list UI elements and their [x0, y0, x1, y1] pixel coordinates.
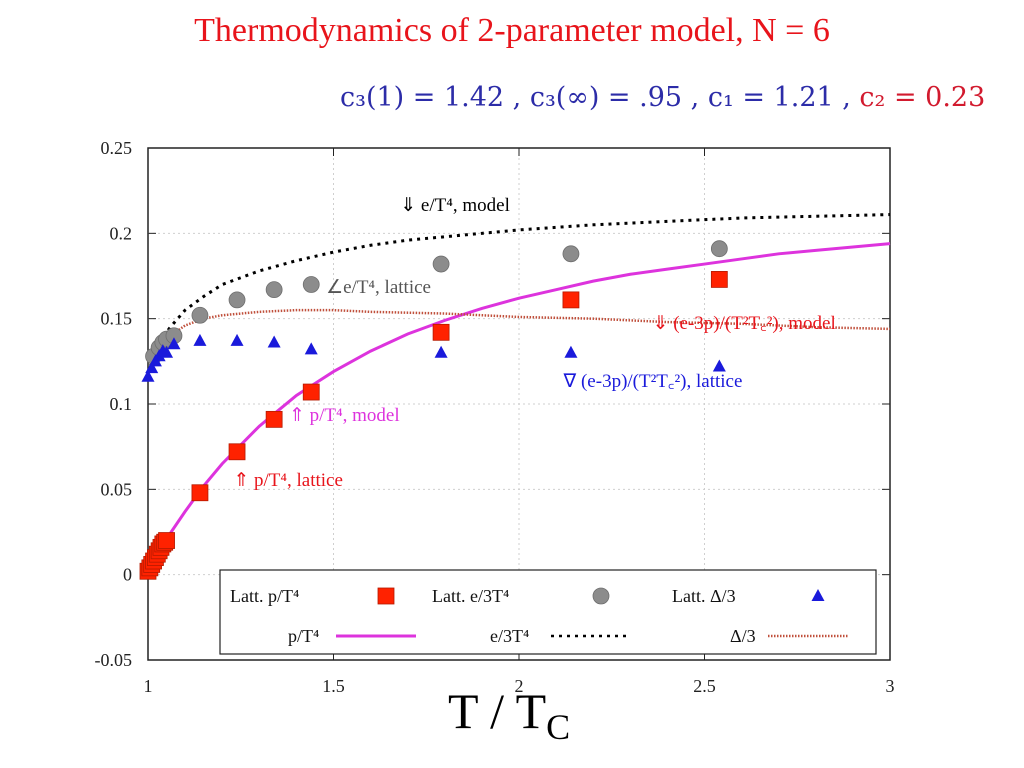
data-point-lattice-delta — [193, 333, 207, 346]
parameter-values-blue: c₃(1) = 1.42 , c₃(∞) = .95 , c₁ = 1.21 , — [340, 82, 860, 113]
legend-label: p/T⁴ — [288, 626, 319, 646]
legend-label: Latt. e/3T⁴ — [432, 586, 509, 606]
x-tick-label: 2 — [515, 676, 524, 696]
data-point-lattice-delta — [304, 342, 318, 355]
x-axis-label: T / TC — [448, 682, 570, 748]
x-tick-label: 3 — [886, 676, 895, 696]
slide-title: Thermodynamics of 2-parameter model, N =… — [194, 12, 830, 49]
x-tick-label: 1.5 — [322, 676, 345, 696]
y-tick-label: 0.05 — [101, 479, 133, 499]
data-point-lattice-delta — [167, 337, 181, 350]
data-point-lattice-p — [302, 383, 320, 401]
y-tick-label: 0.25 — [101, 138, 133, 158]
parameter-value-c2: c₂ = 0.23 — [859, 82, 986, 113]
data-point-lattice-p — [710, 271, 728, 288]
x-axis-label-sub: C — [546, 707, 571, 747]
data-point-lattice-e — [191, 306, 209, 324]
series-line-pt-model — [146, 242, 891, 576]
legend-symbol-circle — [592, 587, 610, 605]
annotation-label: ⇓ (e-3p)/(T²T꜀²), model — [653, 313, 836, 334]
data-point-lattice-p — [158, 532, 175, 549]
data-point-lattice-p — [562, 291, 580, 309]
data-point-lattice-p — [228, 443, 246, 461]
y-tick-label: 0.1 — [110, 394, 133, 414]
annotation-label: ⇑ p/T⁴, lattice — [233, 470, 343, 491]
legend-label: Δ/3 — [730, 626, 756, 646]
legend-box — [219, 569, 877, 655]
data-point-lattice-e — [432, 255, 450, 273]
data-point-lattice-delta — [141, 369, 155, 382]
data-point-lattice-e — [228, 291, 246, 309]
data-point-lattice-p — [265, 410, 283, 428]
data-point-lattice-delta — [564, 345, 578, 358]
annotation-label: ⇓ e/T⁴, model — [400, 195, 510, 216]
y-tick-label: 0.15 — [101, 309, 133, 329]
x-tick-label: 2.5 — [693, 676, 716, 696]
annotation-label: ⇑ p/T⁴, model — [289, 405, 400, 426]
annotation-label: ∇ (e-3p)/(T²T꜀²), lattice — [563, 371, 743, 392]
y-tick-label: -0.05 — [95, 650, 133, 670]
y-tick-label: 0.2 — [110, 223, 133, 243]
data-point-lattice-delta — [712, 359, 726, 372]
x-axis-label-main: T / T — [448, 683, 547, 739]
legend-label: Latt. Δ/3 — [672, 586, 736, 606]
data-point-lattice-p — [432, 323, 450, 341]
y-tick-label: 0 — [123, 565, 132, 585]
series-line-e3t-model — [146, 213, 891, 374]
legend-label: Latt. p/T⁴ — [230, 586, 299, 606]
data-point-lattice-e — [265, 281, 283, 299]
data-point-lattice-delta — [145, 361, 159, 374]
legend-symbol-square — [377, 587, 395, 605]
annotation-label: ∠e/T⁴, lattice — [326, 277, 431, 298]
data-point-lattice-e — [562, 245, 580, 263]
legend-symbol-triangle — [811, 589, 825, 601]
data-point-lattice-delta — [267, 335, 281, 348]
data-point-lattice-e — [302, 276, 320, 293]
data-point-lattice-delta — [434, 345, 448, 358]
data-point-lattice-delta — [230, 333, 244, 346]
x-tick-label: 1 — [144, 676, 153, 696]
data-point-lattice-delta — [160, 345, 174, 358]
data-point-lattice-e — [710, 240, 728, 258]
legend-label: e/3T⁴ — [490, 626, 529, 646]
parameter-values: c₃(1) = 1.42 , c₃(∞) = .95 , c₁ = 1.21 ,… — [340, 82, 985, 113]
data-point-lattice-p — [191, 484, 209, 502]
